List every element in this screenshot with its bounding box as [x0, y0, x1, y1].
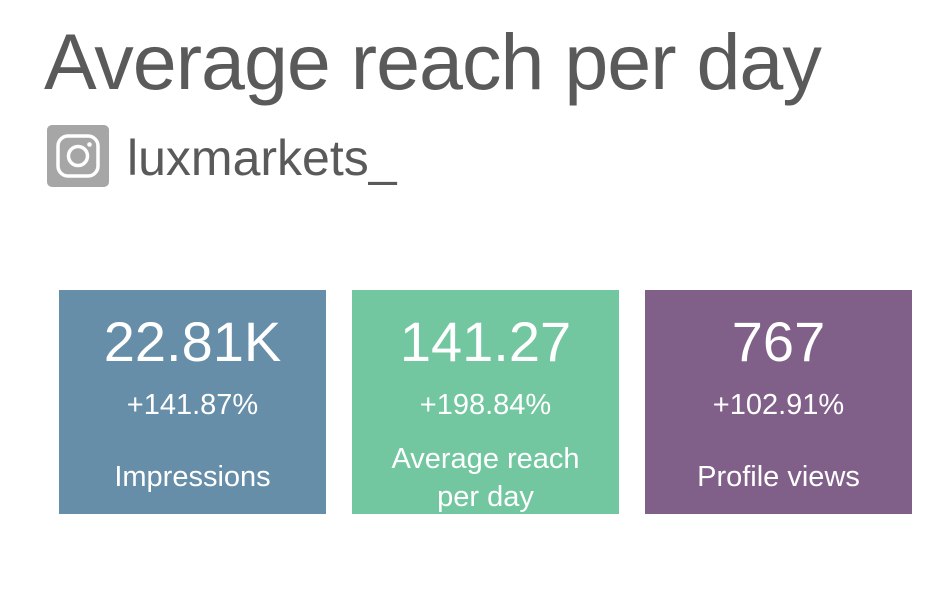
kpi-value: 22.81K	[103, 310, 282, 373]
kpi-change: +141.87%	[126, 389, 259, 421]
page-title: Average reach per day	[44, 17, 822, 106]
kpi-value: 141.27	[399, 310, 572, 373]
account-name: luxmarkets_	[127, 130, 397, 186]
kpi-change: +102.91%	[712, 389, 845, 421]
kpi-label: Average reach per day	[391, 443, 580, 513]
kpi-card: 767 +102.91% Profile views	[645, 290, 912, 514]
kpi-label: Profile views	[697, 461, 860, 493]
kpi-change: +198.84%	[419, 389, 552, 421]
instagram-icon	[47, 125, 109, 187]
kpi-value: 767	[731, 310, 826, 373]
kpi-label: Impressions	[114, 461, 271, 493]
kpi-card: 22.81K +141.87% Impressions	[59, 290, 326, 514]
kpi-card: 141.27 +198.84% Average reach per day	[352, 290, 619, 514]
